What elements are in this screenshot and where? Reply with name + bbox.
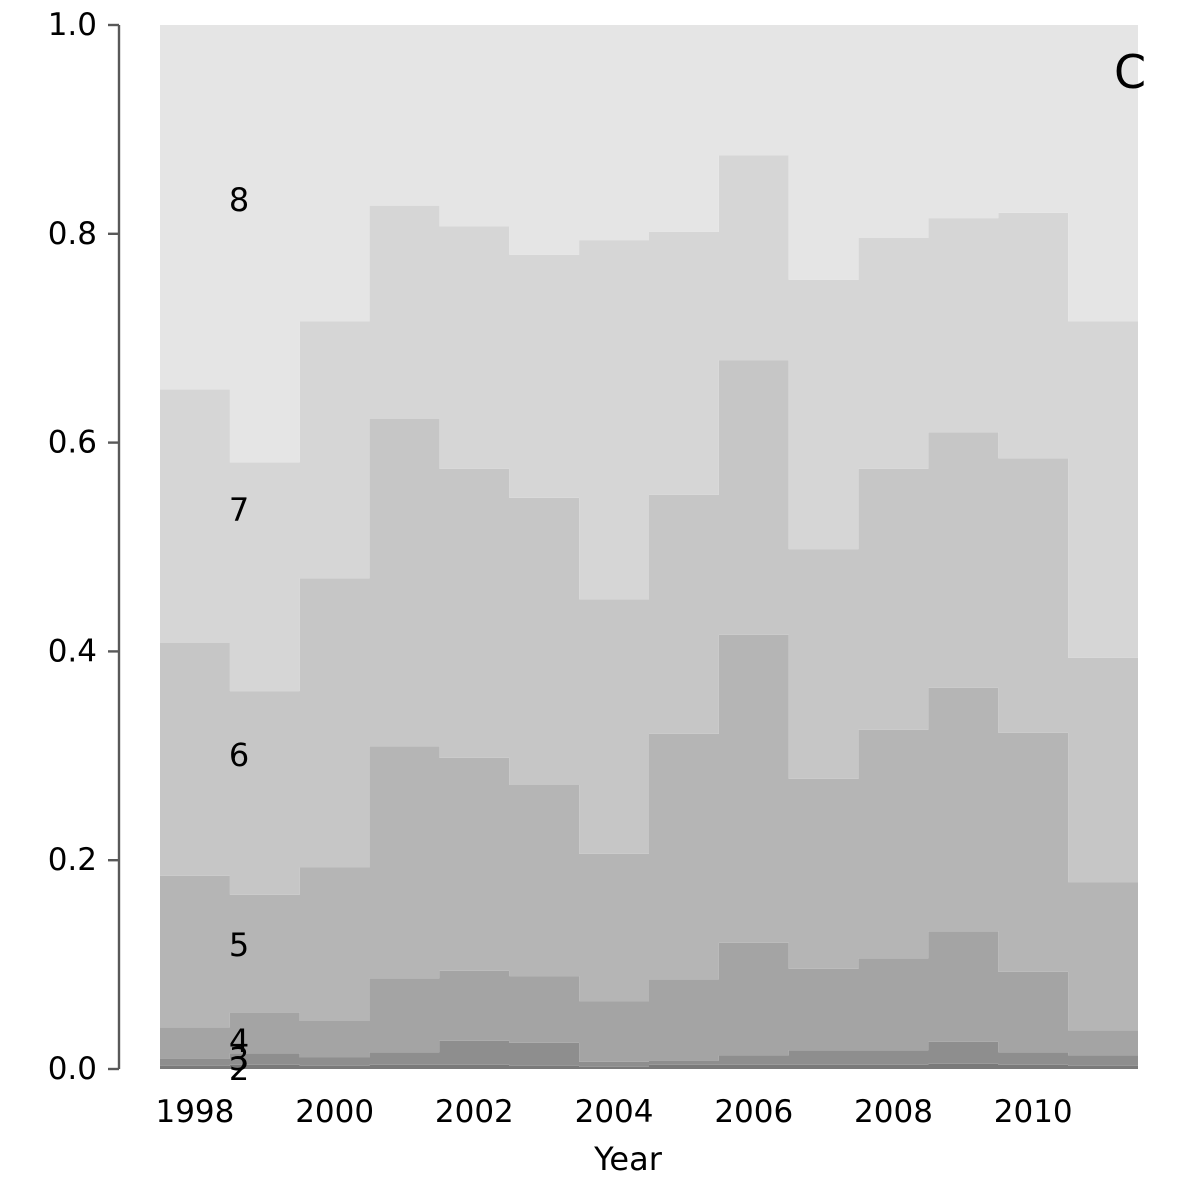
x-tick-label: 2000 xyxy=(295,1094,374,1130)
x-tick-labels: 1998 2000 2002 2004 2006 2008 2010 xyxy=(155,1094,1072,1130)
layer-7-area xyxy=(160,155,1138,692)
x-tick-label: 2002 xyxy=(435,1094,514,1130)
y-tick-labels: 0.0 0.2 0.4 0.6 0.8 1.0 xyxy=(48,7,97,1087)
y-tick-label: 0.2 xyxy=(48,842,97,878)
x-tick-label: 2008 xyxy=(854,1094,933,1130)
y-tick-label: 1.0 xyxy=(48,7,97,43)
layer-number-labels: 8 7 6 5 432 xyxy=(229,181,249,1088)
layer-5-label: 5 xyxy=(229,926,249,964)
x-tick-label: 2006 xyxy=(714,1094,793,1130)
x-tick-label: 2010 xyxy=(994,1094,1073,1130)
y-tick-label: 0.6 xyxy=(48,425,97,461)
layer-3-area xyxy=(160,1040,1138,1067)
panel-label: C xyxy=(1114,45,1146,99)
layer-6-label: 6 xyxy=(229,736,249,774)
stacked-areas xyxy=(160,25,1138,1069)
x-tick-label: 2004 xyxy=(575,1094,654,1130)
y-tick-label: 0.0 xyxy=(48,1051,97,1087)
x-tick-label: 1998 xyxy=(155,1094,234,1130)
y-axis xyxy=(108,23,121,1071)
layer-7-label: 7 xyxy=(229,491,249,529)
y-tick-label: 0.8 xyxy=(48,216,97,252)
layer-8-area xyxy=(160,25,1138,463)
layer-6-area xyxy=(160,360,1138,895)
y-tick-label: 0.4 xyxy=(48,633,97,669)
layer-4-label: 4 xyxy=(229,1022,249,1060)
x-axis-title: Year xyxy=(593,1140,663,1178)
layer-3-label: 3 xyxy=(229,1040,249,1078)
layer-8-label: 8 xyxy=(229,181,249,219)
layer-2-label: 2 xyxy=(229,1050,249,1088)
